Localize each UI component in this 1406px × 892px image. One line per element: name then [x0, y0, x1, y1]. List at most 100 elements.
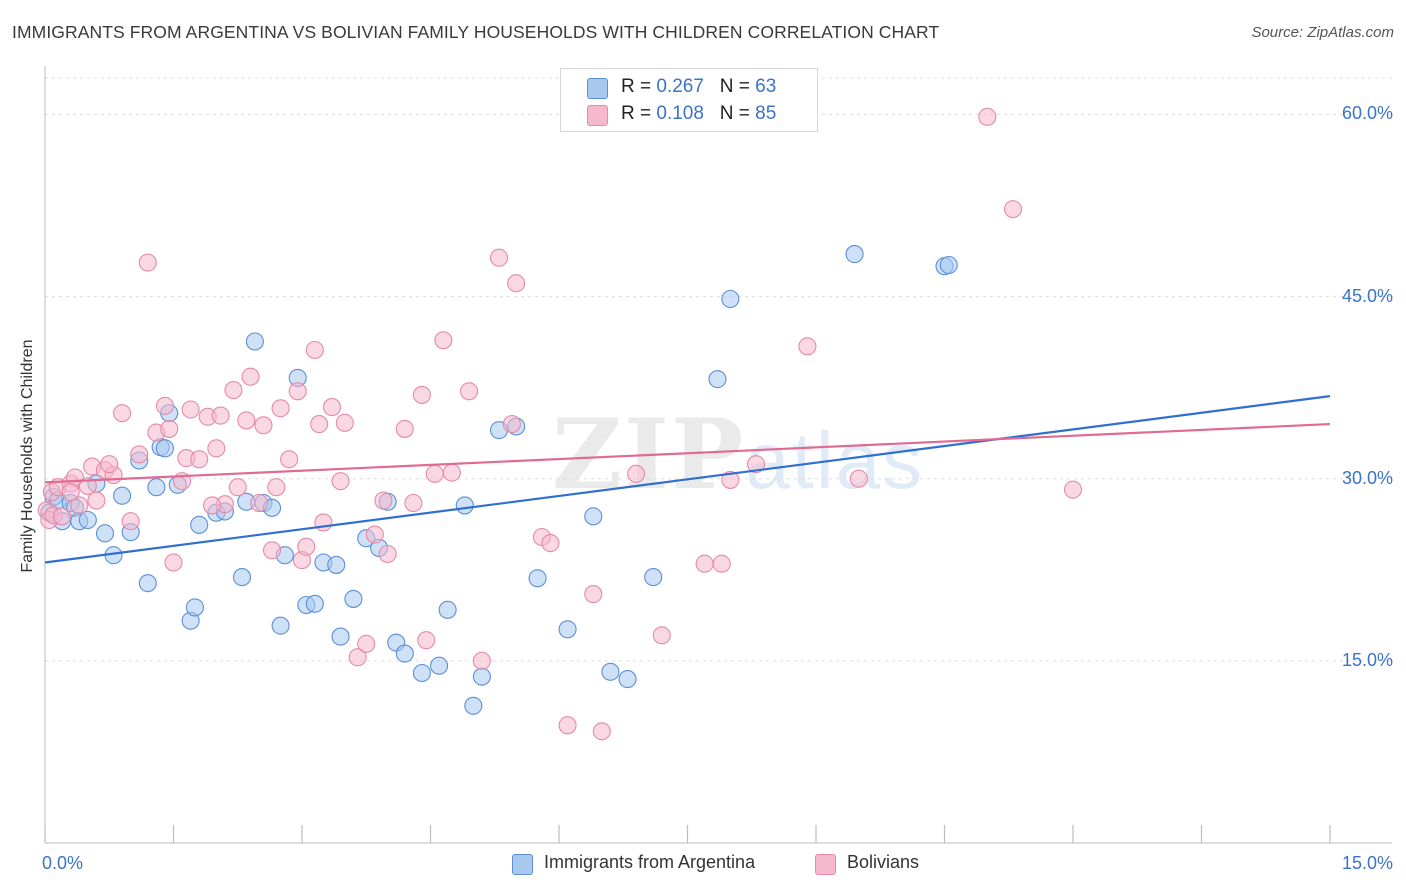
point-argentina	[438, 600, 457, 619]
point-argentina	[644, 568, 663, 587]
point-argentina	[412, 663, 431, 683]
point-bolivians	[138, 253, 157, 272]
point-bolivians	[721, 470, 740, 489]
point-bolivians	[412, 385, 431, 404]
point-bolivians	[489, 248, 509, 267]
point-bolivians	[61, 483, 80, 502]
chart-title: IMMIGRANTS FROM ARGENTINA VS BOLIVIAN FA…	[12, 22, 940, 42]
legend-swatch-pink	[587, 105, 608, 126]
y-axis-label: Family Households with Children	[19, 339, 36, 573]
point-bolivians	[155, 396, 174, 415]
point-argentina	[232, 568, 252, 587]
point-bolivians	[254, 416, 273, 435]
point-bolivians	[395, 419, 414, 438]
point-bolivians	[442, 463, 461, 482]
point-bolivians	[404, 493, 423, 513]
point-bolivians	[190, 450, 209, 469]
point-bolivians	[130, 445, 149, 464]
point-bolivians	[322, 398, 342, 417]
point-bolivians	[53, 507, 72, 526]
point-bolivians	[271, 399, 290, 418]
point-argentina	[271, 616, 290, 635]
series-bolivians	[37, 107, 1083, 741]
point-bolivians	[331, 472, 350, 491]
legend-box: R = 0.267 N = 63 R = 0.108 N = 85	[560, 68, 818, 132]
point-argentina	[601, 662, 620, 681]
legend-swatch-blue	[587, 78, 608, 99]
point-argentina	[305, 594, 324, 613]
point-bolivians	[228, 478, 247, 497]
point-bolivians	[627, 464, 646, 483]
y-tick-label: 60.0%	[1341, 103, 1393, 124]
legend-n-value: 85	[755, 103, 777, 124]
point-argentina	[584, 507, 603, 526]
bottom-legend-label: Immigrants from Argentina	[544, 852, 756, 872]
point-bolivians	[348, 648, 367, 667]
point-argentina	[455, 496, 474, 515]
legend-n-label: N =	[719, 76, 750, 97]
point-argentina	[395, 644, 414, 663]
point-bolivians	[472, 651, 491, 670]
point-argentina	[95, 524, 115, 543]
point-bolivians	[310, 415, 329, 434]
point-bolivians	[1063, 480, 1083, 499]
point-bolivians	[652, 626, 671, 645]
point-bolivians	[224, 381, 243, 400]
point-bolivians	[592, 722, 611, 741]
x-tick-label-min: 0.0%	[42, 853, 84, 873]
legend-r-label: R =	[621, 103, 652, 124]
point-bolivians	[459, 382, 479, 401]
bottom-legend-swatch-blue	[512, 854, 533, 875]
point-bolivians	[78, 476, 97, 496]
x-tick-label-max: 15.0%	[1341, 853, 1393, 873]
point-argentina	[190, 515, 209, 534]
point-argentina	[618, 670, 637, 689]
point-bolivians	[207, 439, 226, 458]
point-bolivians	[417, 631, 436, 650]
axes	[44, 66, 1392, 844]
point-argentina	[155, 439, 174, 458]
point-argentina	[845, 245, 864, 264]
point-bolivians	[357, 634, 376, 653]
legend-r-label: R =	[621, 76, 652, 97]
point-bolivians	[558, 716, 577, 735]
point-bolivians	[113, 404, 132, 423]
trend-lines	[44, 395, 1331, 564]
point-bolivians	[365, 525, 384, 544]
point-bolivians	[164, 553, 183, 572]
trend-line-argentina	[44, 395, 1331, 564]
point-argentina	[472, 667, 491, 686]
point-argentina	[708, 370, 727, 389]
source-note: Source: ZipAtlas.com	[1251, 24, 1394, 41]
point-bolivians	[502, 415, 521, 434]
point-bolivians	[849, 469, 868, 488]
trend-line-bolivians	[44, 422, 1331, 484]
point-bolivians	[203, 496, 222, 515]
legend-r-value: 0.267	[656, 76, 704, 97]
point-bolivians	[297, 537, 316, 556]
point-argentina	[331, 627, 350, 646]
point-argentina	[327, 555, 346, 574]
point-argentina	[464, 696, 483, 715]
point-bolivians	[425, 464, 444, 483]
point-bolivians	[434, 331, 453, 350]
point-bolivians	[87, 491, 106, 510]
point-bolivians	[181, 400, 200, 419]
point-bolivians	[695, 554, 714, 573]
legend-r-value: 0.108	[656, 103, 704, 124]
y-tick-label: 45.0%	[1341, 285, 1393, 306]
point-bolivians	[237, 411, 256, 430]
point-bolivians	[798, 337, 817, 356]
point-bolivians	[250, 493, 269, 513]
point-bolivians	[1003, 200, 1023, 219]
point-argentina	[147, 478, 166, 497]
point-argentina	[430, 656, 449, 675]
point-bolivians	[267, 478, 286, 497]
point-bolivians	[507, 274, 526, 293]
point-argentina	[528, 569, 547, 588]
bottom-legend-label: Bolivians	[847, 852, 920, 872]
point-bolivians	[121, 512, 140, 531]
bottom-legend-swatch-pink	[815, 854, 836, 875]
legend-n-label: N =	[719, 103, 750, 124]
